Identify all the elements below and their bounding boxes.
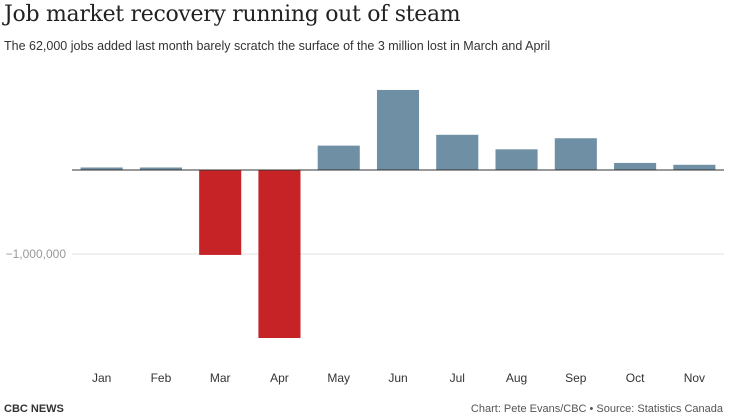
- bar-jul: [436, 134, 479, 170]
- bar-feb: [139, 167, 182, 170]
- brand-logo: CBC NEWS: [4, 403, 64, 415]
- chart-credit: Chart: Pete Evans/CBC • Source: Statisti…: [470, 403, 723, 415]
- bar-may: [317, 145, 360, 170]
- x-tick-label: Jan: [92, 371, 111, 385]
- bar-nov: [673, 164, 716, 170]
- chart-subtitle: The 62,000 jobs added last month barely …: [4, 39, 551, 53]
- x-tick-label: Jun: [388, 371, 407, 385]
- x-tick-label: Oct: [626, 371, 645, 385]
- bar-sep: [554, 138, 597, 170]
- x-tick-label: Jul: [450, 371, 465, 385]
- bar-jan: [80, 167, 123, 170]
- bar-oct: [614, 162, 657, 170]
- x-tick-label: Aug: [506, 371, 527, 385]
- bar-aug: [495, 149, 538, 170]
- x-tick-label: May: [327, 371, 350, 385]
- y-tick-label: −1,000,000: [6, 247, 67, 261]
- x-tick-label: Mar: [210, 371, 231, 385]
- chart-title: Job market recovery running out of steam: [4, 2, 461, 27]
- x-tick-label: Apr: [270, 371, 289, 385]
- x-tick-label: Nov: [684, 371, 705, 385]
- bar-jun: [376, 89, 420, 170]
- x-tick-label: Feb: [151, 371, 172, 385]
- bar-apr: [258, 170, 301, 338]
- x-tick-label: Sep: [565, 371, 587, 385]
- bar-mar: [199, 170, 242, 255]
